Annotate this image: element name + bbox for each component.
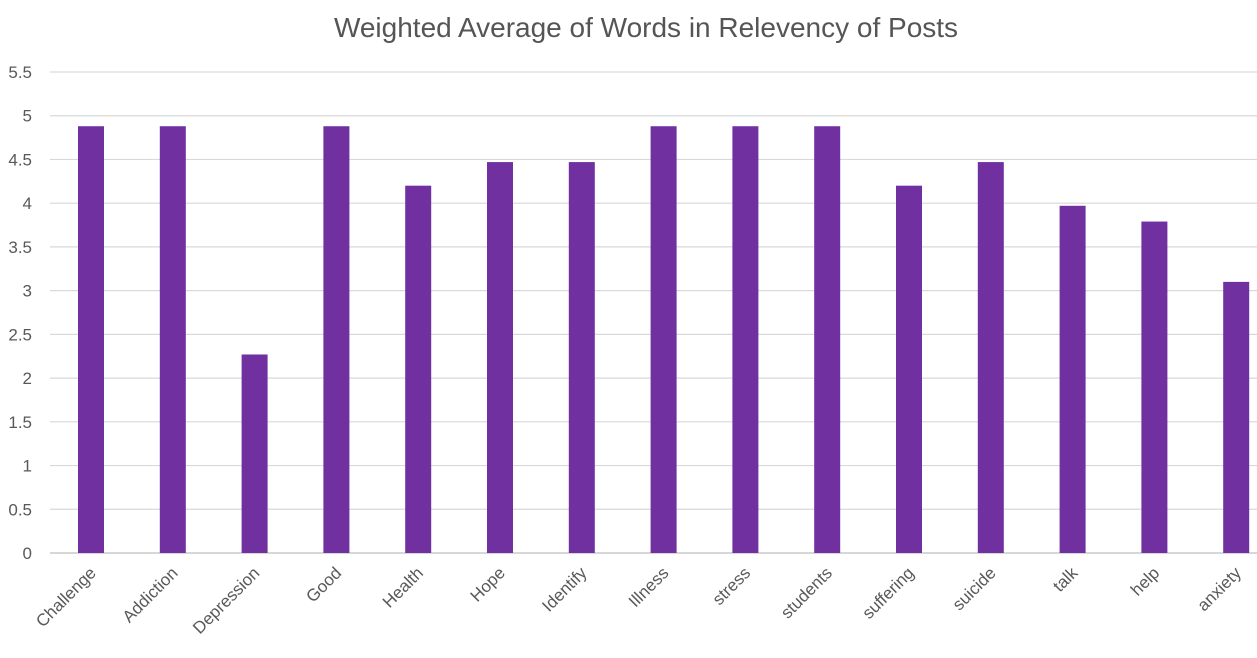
x-category-label: anxiety bbox=[1193, 563, 1245, 615]
y-tick-label: 4.5 bbox=[8, 150, 32, 169]
bar-health bbox=[405, 185, 432, 553]
x-category-label: Hope bbox=[467, 563, 509, 605]
bar-addiction bbox=[159, 126, 186, 554]
y-tick-label: 2.5 bbox=[8, 325, 32, 344]
bar-challenge bbox=[78, 126, 104, 554]
x-category-label: help bbox=[1127, 563, 1163, 599]
bar-students bbox=[814, 126, 841, 554]
bar-depression bbox=[241, 354, 268, 553]
x-category-label: stress bbox=[709, 563, 754, 608]
y-axis-ticks: 0 0.5 1 1.5 2 2.5 3 3.5 4 4.5 5 5.5 bbox=[8, 63, 32, 563]
y-tick-label: 3.5 bbox=[8, 238, 32, 257]
y-tick-label: 1 bbox=[23, 457, 32, 476]
x-category-label: Illness bbox=[625, 563, 673, 611]
x-category-label: talk bbox=[1049, 563, 1081, 595]
bar-help bbox=[1141, 221, 1168, 553]
bar-suicide bbox=[977, 162, 1004, 553]
y-tick-label: 1.5 bbox=[8, 413, 32, 432]
chart-title: Weighted Average of Words in Relevency o… bbox=[334, 12, 958, 43]
bar-talk bbox=[1059, 205, 1086, 553]
x-category-label: Identify bbox=[538, 563, 591, 616]
y-tick-label: 5.5 bbox=[8, 63, 32, 82]
bar-hope bbox=[487, 162, 513, 553]
y-tick-label: 5 bbox=[23, 107, 32, 126]
x-category-label: suffering bbox=[858, 563, 917, 622]
x-category-label: Addiction bbox=[119, 563, 182, 626]
bar-stress bbox=[732, 126, 759, 554]
y-tick-label: 0.5 bbox=[8, 500, 32, 519]
y-tick-label: 3 bbox=[23, 282, 32, 301]
y-tick-label: 4 bbox=[23, 194, 32, 213]
bars bbox=[78, 126, 1250, 554]
x-category-label: Challenge bbox=[32, 563, 100, 631]
y-tick-label: 2 bbox=[23, 369, 32, 388]
bar-illness bbox=[650, 126, 677, 554]
bar-anxiety bbox=[1223, 281, 1250, 553]
x-category-label: Good bbox=[302, 563, 345, 606]
x-category-label: students bbox=[777, 563, 836, 622]
bar-suffering bbox=[896, 185, 922, 553]
x-category-label: suicide bbox=[949, 563, 1000, 614]
y-tick-label: 0 bbox=[23, 544, 32, 563]
x-axis-labels: Challenge Addiction Depression Good Health Ho… bbox=[32, 563, 1245, 638]
bar-good bbox=[323, 126, 350, 554]
x-category-label: Depression bbox=[189, 563, 263, 637]
bar-identify bbox=[568, 162, 595, 553]
x-category-label: Health bbox=[379, 563, 427, 611]
